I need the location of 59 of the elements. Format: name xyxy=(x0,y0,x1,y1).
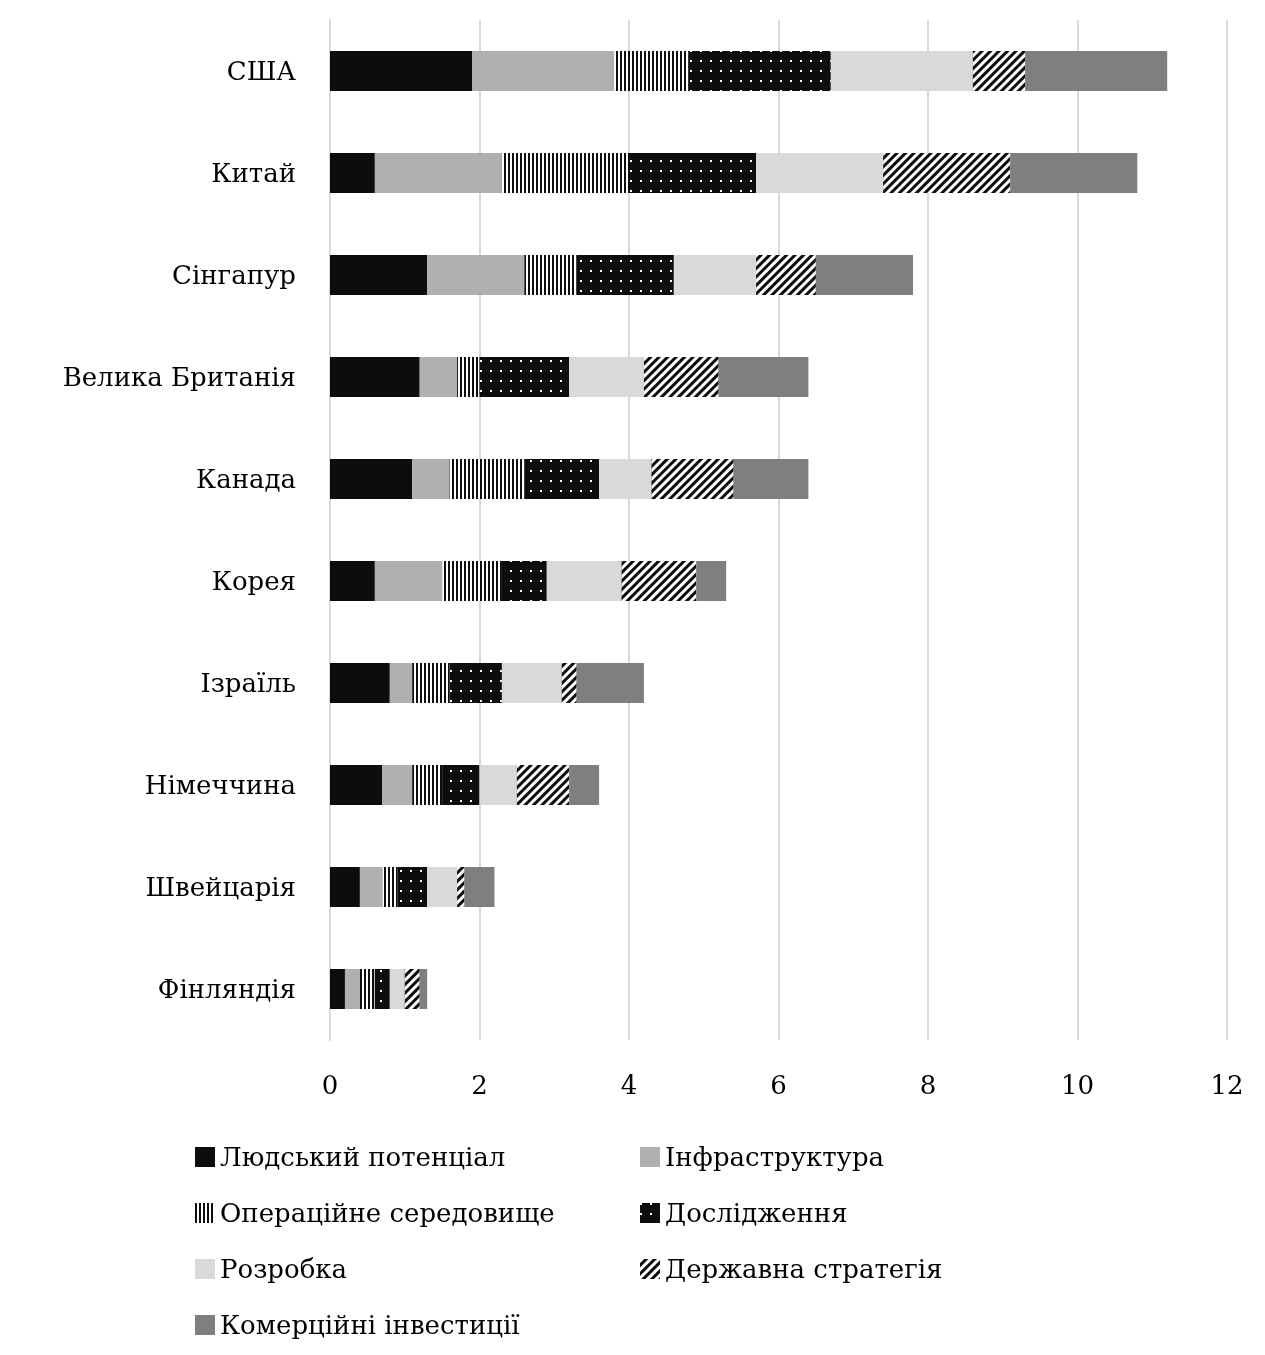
bar xyxy=(330,51,473,91)
bar xyxy=(733,459,809,499)
bar xyxy=(696,561,727,601)
bar xyxy=(1010,153,1138,193)
x-tick-label: 2 xyxy=(471,1070,488,1100)
x-tick-label: 4 xyxy=(620,1070,638,1100)
y-tick-label: Німеччина xyxy=(144,770,296,800)
x-tick-label: 6 xyxy=(770,1070,787,1100)
legend-label: Комерційні інвестиції xyxy=(220,1310,521,1340)
x-tick-label: 10 xyxy=(1060,1070,1095,1100)
bar xyxy=(427,255,525,295)
bar xyxy=(569,765,600,805)
bar xyxy=(330,663,390,703)
bar xyxy=(501,663,562,703)
bar xyxy=(419,969,428,1009)
y-tick-label: США xyxy=(226,56,297,86)
bar xyxy=(546,561,622,601)
y-tick-label: Велика Британія xyxy=(62,362,296,392)
y-tick-label: Китай xyxy=(211,158,296,188)
y-tick-label: Канада xyxy=(196,464,296,494)
legend-label: Державна стратегія xyxy=(665,1254,943,1284)
bar xyxy=(330,867,360,907)
bar xyxy=(359,867,383,907)
bar xyxy=(374,153,502,193)
bar xyxy=(718,357,809,397)
bar xyxy=(1025,51,1168,91)
bar xyxy=(344,969,360,1009)
bar xyxy=(382,765,413,805)
bar xyxy=(330,969,345,1009)
legend-label: Операційне середовище xyxy=(220,1198,555,1228)
bar xyxy=(815,255,914,295)
bar xyxy=(389,969,405,1009)
y-tick-label: Сінгапур xyxy=(172,260,296,290)
x-tick-label: 0 xyxy=(321,1070,339,1100)
legend-label: Людський потенціал xyxy=(220,1142,506,1172)
y-tick-label: Корея xyxy=(211,566,296,596)
x-tick-label: 12 xyxy=(1210,1070,1244,1100)
bar xyxy=(330,765,383,805)
bar xyxy=(330,153,375,193)
y-tick-label: Швейцарія xyxy=(145,872,296,902)
legend-label: Розробка xyxy=(220,1254,348,1284)
bar xyxy=(419,357,458,397)
legend-label: Дослідження xyxy=(665,1198,848,1228)
y-tick-label: Фінляндія xyxy=(157,974,296,1004)
bar xyxy=(464,867,495,907)
bar xyxy=(472,51,615,91)
bar xyxy=(330,459,413,499)
bar xyxy=(427,867,458,907)
bar xyxy=(330,561,375,601)
x-tick-label: 8 xyxy=(919,1070,937,1100)
y-tick-label: Ізраїль xyxy=(200,668,296,698)
bar xyxy=(330,255,428,295)
bar xyxy=(412,459,450,499)
bar xyxy=(330,357,420,397)
bar xyxy=(389,663,413,703)
legend-label: Інфраструктура xyxy=(665,1142,885,1172)
bar xyxy=(576,663,644,703)
bar xyxy=(673,255,757,295)
bar xyxy=(374,561,443,601)
